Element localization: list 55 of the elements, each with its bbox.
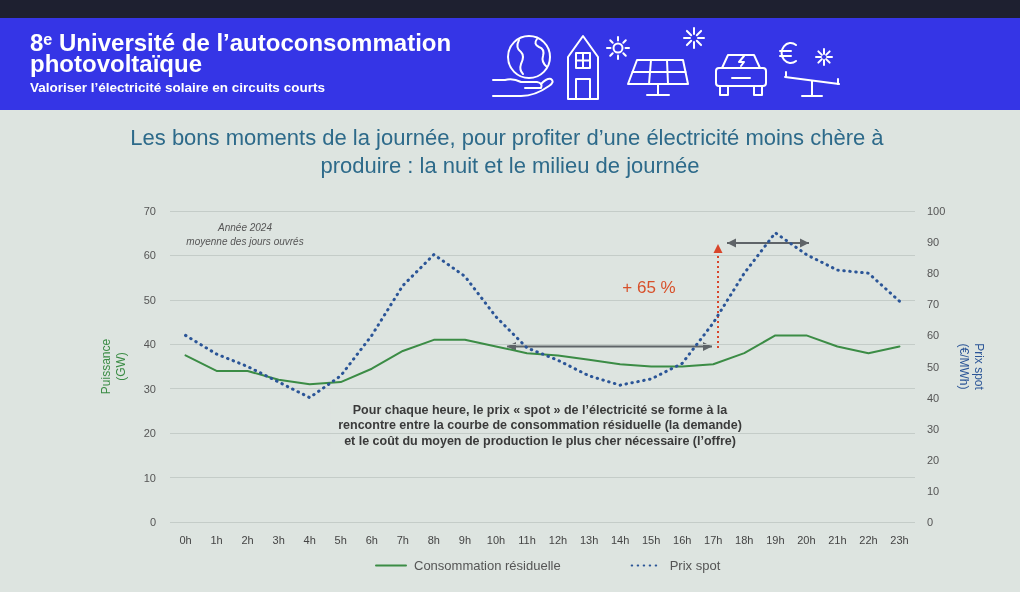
x-tick-label: 10h [486, 533, 506, 546]
y-tick-label: 20 [143, 427, 156, 440]
chart-title: Les bons moments de la journée, pour profiter d’une électricité moins chère à produire : la nuit et le milieu de journée [130, 124, 890, 178]
x-tick-label: 7h [396, 533, 409, 546]
x-tick-label: 12h [548, 533, 568, 546]
y2-tick-label: 10 [927, 484, 940, 497]
x-tick-label: 16h [673, 533, 692, 546]
x-tick-label: 14h [610, 533, 630, 546]
x-tick-label: 17h [704, 533, 723, 546]
y-tick-label: 40 [143, 338, 156, 351]
legend-label: Consommation résiduelle [414, 558, 561, 573]
text: Valoriser l’électricité solaire en circuits courts [30, 80, 325, 95]
y2-tick-label: 30 [927, 422, 940, 435]
y2-axis-title: Prix spot (€/MWh) [956, 343, 986, 391]
y2-tick-label: 40 [927, 391, 940, 404]
x-tick-label: 22h [859, 533, 878, 546]
y2-tick-label: 20 [927, 453, 940, 466]
annotation: + 65 % [622, 277, 676, 297]
line-series [184, 334, 901, 386]
y2-tick-label: 50 [927, 360, 940, 373]
line-series [184, 231, 901, 400]
y-tick-label: 70 [143, 205, 156, 217]
y2-tick-label: 80 [927, 267, 940, 280]
x-tick-label: 8h [427, 533, 440, 546]
x-tick-label: 19h [766, 533, 785, 546]
legend-label: Prix spot [669, 558, 721, 573]
x-tick-label: 2h [241, 533, 254, 546]
x-tick-label: 13h [579, 533, 599, 546]
x-tick-label: 21h [828, 533, 847, 546]
x-tick-label: 9h [458, 533, 472, 546]
y-axis-title: Puissance (GW) [98, 338, 128, 395]
y2-tick-label: 70 [927, 298, 940, 311]
x-tick-label: 20h [797, 533, 816, 546]
x-tick-label: 5h [334, 533, 347, 546]
x-tick-label: 11h [518, 533, 536, 546]
y-tick-label: 10 [143, 471, 156, 484]
y-tick-label: 50 [143, 293, 156, 306]
x-tick-label: 3h [272, 533, 285, 546]
x-tick-label: 6h [365, 533, 378, 546]
y-tick-label: 60 [143, 249, 156, 262]
y2-tick-label: 100 [927, 205, 946, 217]
text: 8ᵉ Université de l’autoconsommation photovoltaïque [30, 29, 452, 77]
x-tick-label: 0h [179, 533, 192, 546]
y2-tick-label: 90 [927, 236, 940, 249]
y-tick-label: 0 [149, 516, 156, 528]
x-tick-label: 23h [890, 533, 909, 546]
y2-tick-label: 0 [927, 516, 934, 528]
x-tick-label: 15h [641, 533, 661, 546]
x-tick-label: 4h [303, 533, 316, 546]
y-tick-label: 30 [143, 382, 156, 395]
annotation: Année 2024 moyenne des jours ouvrés [186, 221, 304, 247]
x-tick-label: 1h [210, 533, 223, 546]
annotation: Pour chaque heure, le prix « spot » de l’électricité se forme à la rencontre entre la courbe de consommation résiduelle (la demande) et le coût du moyen de production le plus cher nécessaire (l’offre) [338, 402, 742, 448]
x-tick-label: 18h [735, 533, 754, 546]
y2-tick-label: 60 [927, 329, 940, 342]
